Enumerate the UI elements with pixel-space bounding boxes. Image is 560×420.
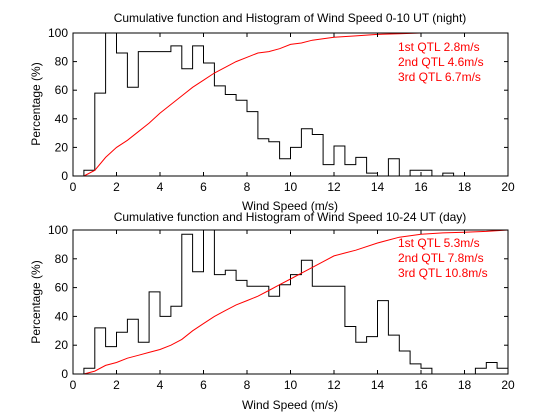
y-tick-label: 100 xyxy=(48,223,68,237)
x-axis-label: Wind Speed (m/s) xyxy=(242,199,338,213)
x-tick-label: 16 xyxy=(414,180,428,194)
y-tick-label: 0 xyxy=(61,169,68,183)
x-tick-label: 16 xyxy=(414,378,428,392)
x-tick-label: 8 xyxy=(244,378,251,392)
x-tick-label: 18 xyxy=(458,180,472,194)
x-tick-label: 6 xyxy=(200,180,207,194)
y-tick-label: 60 xyxy=(55,83,69,97)
y-tick-label: 40 xyxy=(55,309,69,323)
x-tick-label: 2 xyxy=(113,378,120,392)
quartile-1-annotation: 1st QTL 5.3m/s xyxy=(398,236,480,250)
histogram-line xyxy=(73,32,508,177)
y-tick-label: 60 xyxy=(55,281,69,295)
quartile-2-annotation: 2nd QTL 7.8m/s xyxy=(398,251,484,265)
x-tick-label: 12 xyxy=(327,180,341,194)
x-tick-label: 10 xyxy=(284,180,298,194)
quartile-1-annotation: 1st QTL 2.8m/s xyxy=(398,40,480,54)
cumulative-line xyxy=(83,229,509,375)
quartile-2-annotation: 2nd QTL 4.6m/s xyxy=(398,55,484,69)
y-tick-label: 20 xyxy=(55,140,69,154)
plot-area: 0 2 4 6 8 10 12 14 16 18 20 0 20 40 60 80 100 xyxy=(48,26,515,194)
y-tick-label: 20 xyxy=(55,338,69,352)
chart-title: Cumulative function and Histogram of Win… xyxy=(114,11,467,25)
y-tick-label: 40 xyxy=(55,112,69,126)
histogram-line xyxy=(73,229,508,375)
y-tick-label: 80 xyxy=(55,252,69,266)
x-tick-label: 14 xyxy=(371,378,385,392)
x-tick-label: 14 xyxy=(371,180,385,194)
plot-area: 0 2 4 6 8 10 12 14 16 18 20 0 20 40 60 80 100 xyxy=(48,223,515,392)
chart-panel-day: Cumulative function and Histogram of Win… xyxy=(29,210,515,412)
quartile-3-annotation: 3rd QTL 10.8m/s xyxy=(398,266,488,280)
x-tick-label: 20 xyxy=(501,378,515,392)
x-tick-label: 4 xyxy=(157,378,164,392)
x-tick-label: 4 xyxy=(157,180,164,194)
x-tick-label: 2 xyxy=(113,180,120,194)
y-tick-label: 80 xyxy=(55,55,69,69)
x-tick-label: 0 xyxy=(70,180,77,194)
y-tick-label: 0 xyxy=(61,367,68,381)
x-tick-label: 20 xyxy=(501,180,515,194)
quartile-annotations: 1st QTL 5.3m/s 2nd QTL 7.8m/s 3rd QTL 10… xyxy=(398,236,488,280)
y-tick-label: 100 xyxy=(48,26,68,40)
x-tick-label: 8 xyxy=(244,180,251,194)
quartile-annotations: 1st QTL 2.8m/s 2nd QTL 4.6m/s 3rd QTL 6.… xyxy=(398,40,484,84)
x-tick-label: 18 xyxy=(458,378,472,392)
quartile-3-annotation: 3rd QTL 6.7m/s xyxy=(398,70,481,84)
chart-title: Cumulative function and Histogram of Win… xyxy=(114,210,467,224)
x-tick-label: 12 xyxy=(327,378,341,392)
y-axis-label: Percentage (%) xyxy=(29,62,43,145)
x-tick-label: 6 xyxy=(200,378,207,392)
x-axis-label: Wind Speed (m/s) xyxy=(242,398,338,412)
x-tick-label: 0 xyxy=(70,378,77,392)
x-tick-label: 10 xyxy=(284,378,298,392)
y-axis-label: Percentage (%) xyxy=(29,260,43,343)
chart-panel-night: Cumulative function and Histogram of Win… xyxy=(29,11,515,213)
